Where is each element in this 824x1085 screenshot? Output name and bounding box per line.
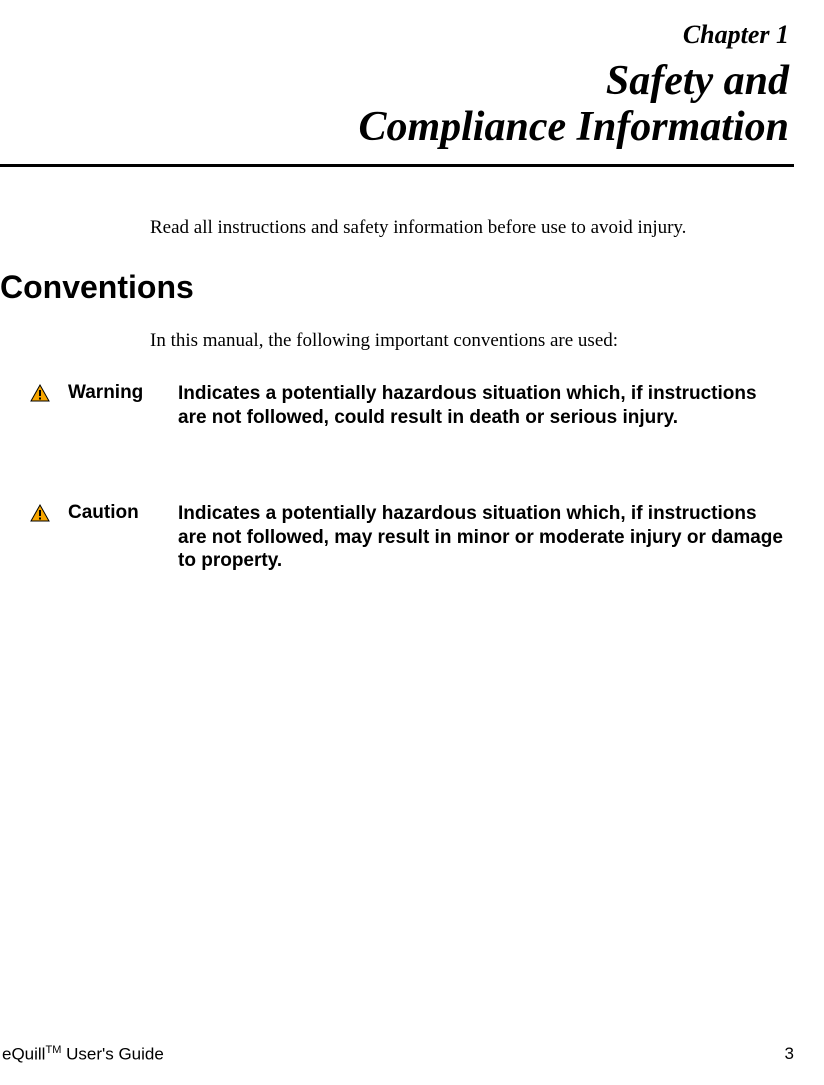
footer-product: eQuillTM User's Guide (0, 1044, 164, 1065)
page-footer: eQuillTM User's Guide 3 (0, 1044, 794, 1065)
chapter-title: Safety and Compliance Information (0, 58, 794, 150)
footer-page-number: 3 (785, 1044, 794, 1065)
warning-icon (30, 384, 54, 407)
title-rule (0, 164, 794, 167)
footer-tm: TM (45, 1044, 61, 1056)
caution-icon (30, 504, 54, 527)
intro-text: Read all instructions and safety informa… (150, 217, 794, 239)
footer-product-name: eQuill (2, 1045, 45, 1064)
warning-label: Warning (68, 382, 178, 404)
section-intro: In this manual, the following important … (150, 330, 794, 352)
warning-description: Indicates a potentially hazardous situat… (178, 382, 794, 430)
footer-suffix: User's Guide (61, 1045, 163, 1064)
convention-warning: Warning Indicates a potentially hazardou… (30, 382, 794, 430)
convention-caution: Caution Indicates a potentially hazardou… (30, 502, 794, 573)
caution-description: Indicates a potentially hazardous situat… (178, 502, 794, 573)
caution-label: Caution (68, 502, 178, 524)
chapter-title-line2: Compliance Information (358, 104, 789, 150)
section-heading: Conventions (0, 269, 794, 306)
chapter-title-line1: Safety and (606, 58, 789, 104)
chapter-label: Chapter 1 (0, 20, 794, 50)
